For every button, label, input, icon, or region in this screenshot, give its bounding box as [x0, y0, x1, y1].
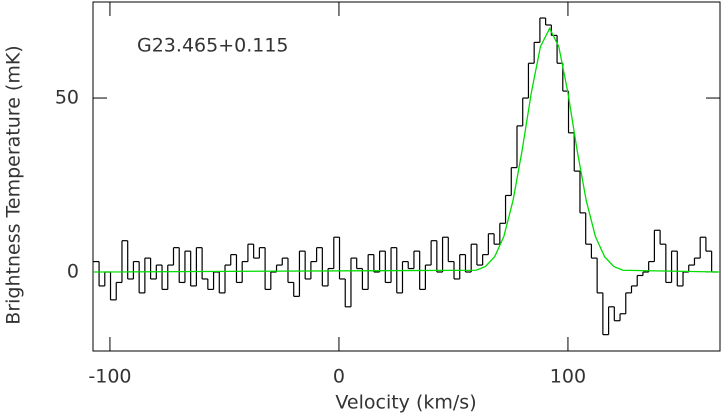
annotation: G23.465+0.115	[137, 35, 289, 57]
x-axis-label: Velocity (km/s)	[335, 392, 476, 414]
x-tick-label: -100	[88, 366, 131, 388]
y-tick-label: 0	[67, 261, 79, 283]
y-tick-label: 50	[55, 87, 79, 109]
fit-line	[92, 27, 721, 273]
x-tick-label: 100	[550, 366, 586, 388]
x-tick-label: 0	[333, 366, 345, 388]
plot-frame	[92, 1, 721, 352]
y-axis-label: Brightness Temperature (mK)	[3, 45, 25, 324]
